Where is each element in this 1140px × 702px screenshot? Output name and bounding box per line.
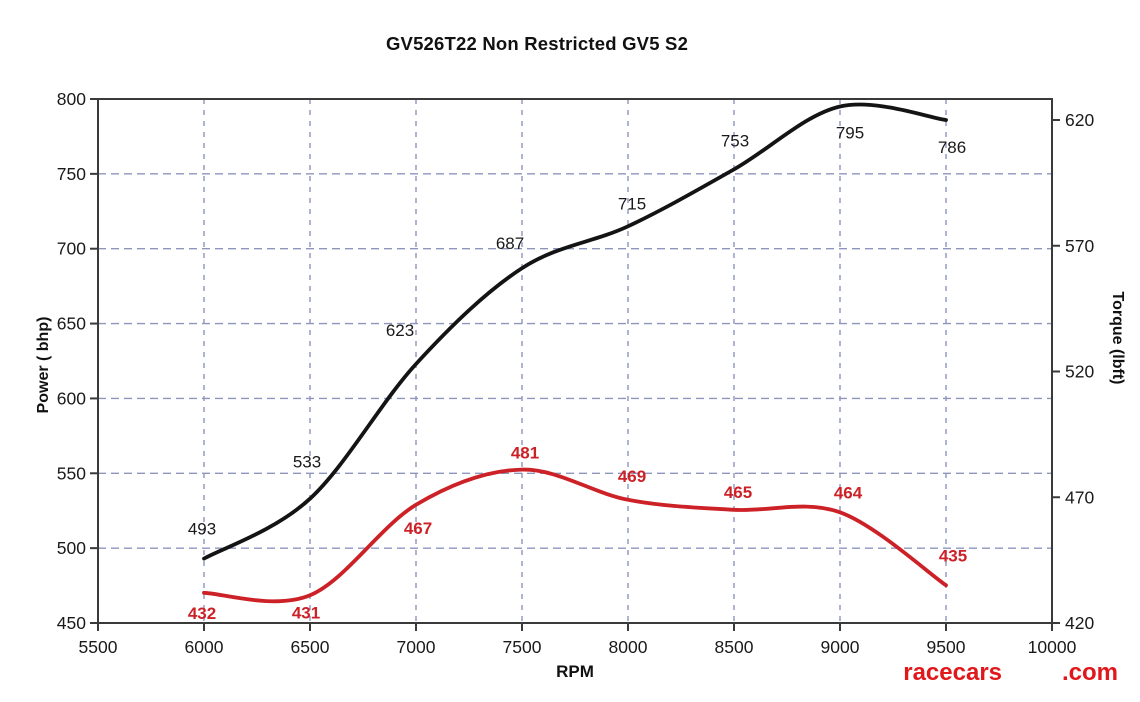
torque-value-label: 469 [618, 467, 646, 486]
x-tick-label: 5500 [79, 637, 118, 657]
left-tick-label: 500 [57, 538, 86, 558]
left-tick-label: 800 [57, 89, 86, 109]
x-tick-label: 9000 [821, 637, 860, 657]
left-tick-label: 600 [57, 388, 86, 408]
power-value-label: 687 [496, 234, 524, 253]
torque-value-label: 464 [834, 483, 863, 502]
brand-dotcom: .com [1061, 659, 1118, 686]
torque-value-label: 465 [724, 483, 752, 502]
right-tick-label: 420 [1065, 613, 1094, 633]
x-tick-label: 8500 [715, 637, 754, 657]
x-tick-label: 6000 [185, 637, 224, 657]
power-value-label: 786 [938, 138, 966, 157]
power-curve [202, 102, 948, 561]
torque-value-label: 435 [939, 546, 967, 565]
x-tick-label: 7500 [503, 637, 542, 657]
torque-curve [202, 467, 948, 604]
left-tick-label: 700 [57, 239, 86, 259]
x-tick-label: 10000 [1028, 637, 1077, 657]
left-tick-label: 550 [57, 463, 86, 483]
power-value-label: 715 [618, 194, 646, 213]
right-tick-label: 520 [1065, 362, 1094, 382]
left-tick-label: 450 [57, 613, 86, 633]
torque-value-label: 431 [292, 603, 320, 622]
x-tick-label: 8000 [609, 637, 648, 657]
torque-value-label: 467 [404, 519, 432, 538]
power-value-label: 533 [293, 453, 321, 472]
left-tick-label: 650 [57, 314, 86, 334]
x-tick-label: 7000 [397, 637, 436, 657]
left-tick-label: 750 [57, 164, 86, 184]
power-value-label: 795 [836, 123, 864, 142]
chart-title: GV526T22 Non Restricted GV5 S2 [385, 33, 689, 54]
x-axis-title: RPM [556, 662, 594, 681]
right-tick-label: 570 [1065, 236, 1094, 256]
x-tick-label: 9500 [927, 637, 966, 657]
right-tick-label: 620 [1065, 110, 1094, 130]
torque-value-label: 481 [511, 444, 539, 463]
torque-value-label: 432 [188, 604, 216, 623]
brand-racecars: racecars [903, 659, 1002, 686]
power-value-label: 753 [721, 131, 749, 150]
right-tick-label: 470 [1065, 487, 1094, 507]
plot-frame [97, 98, 1053, 624]
x-tick-label: 6500 [291, 637, 330, 657]
power-value-label: 493 [188, 520, 216, 539]
power-value-label: 623 [386, 321, 414, 340]
